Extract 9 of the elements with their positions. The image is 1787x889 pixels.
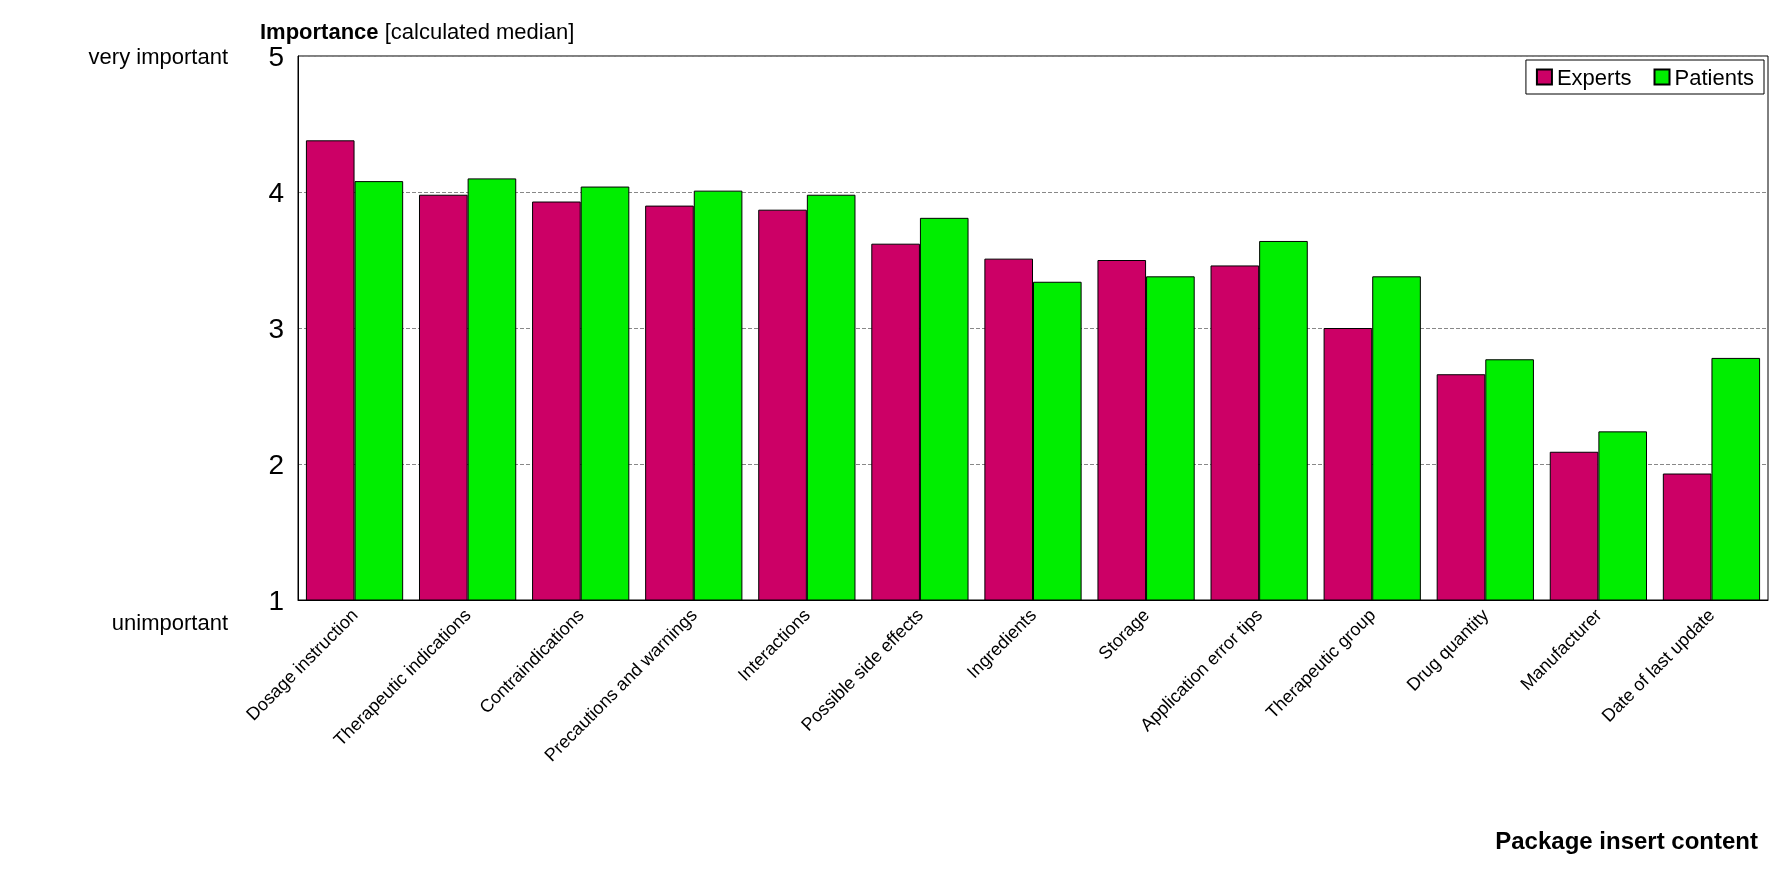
- legend-label: Patients: [1674, 64, 1755, 90]
- text: unimportant: [111, 609, 228, 635]
- y-tick-label: 2: [268, 448, 284, 480]
- legend-label: Experts: [1556, 64, 1632, 90]
- y-tick-label: 4: [268, 176, 284, 208]
- x-axis-title: Package insert content: [1495, 826, 1759, 854]
- y-tick-label: 3: [268, 312, 284, 344]
- text: very important: [88, 43, 228, 69]
- y-tick-label: 1: [268, 584, 284, 616]
